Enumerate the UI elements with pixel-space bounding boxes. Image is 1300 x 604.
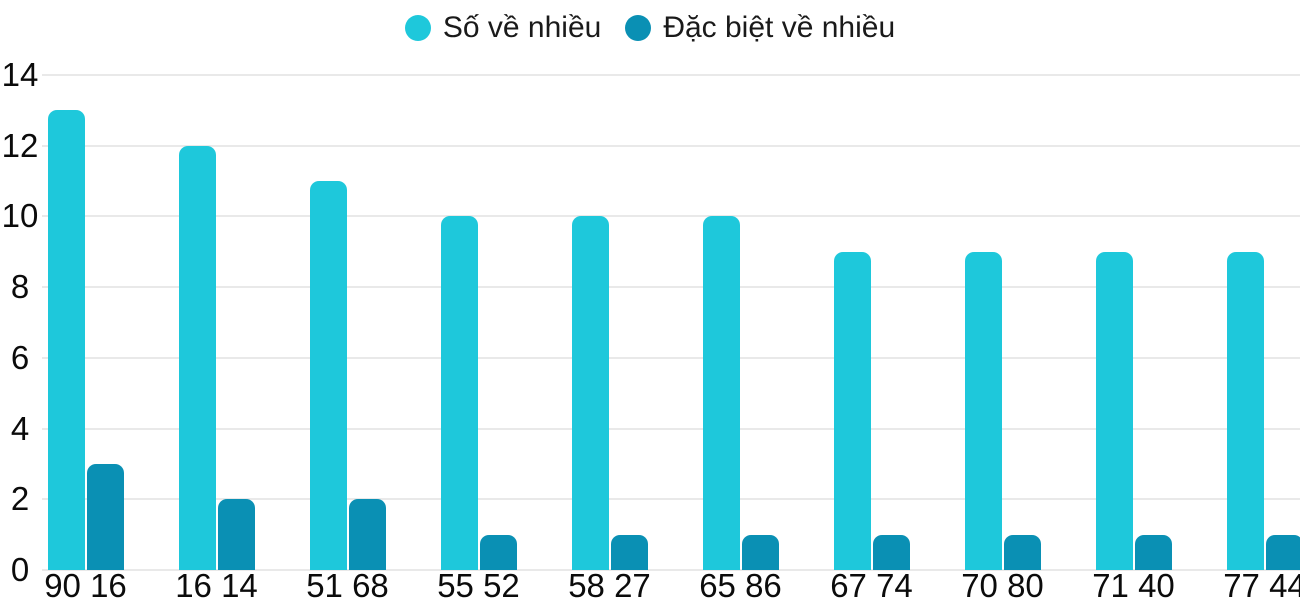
gridline-6 [42, 357, 1300, 359]
y-axis-tick-8: 8 [10, 268, 30, 305]
legend-item-series-1[interactable]: Đặc biệt về nhiều [625, 10, 895, 46]
y-axis-tick-6: 6 [10, 339, 30, 376]
bar-series-1-group-2 [349, 499, 386, 570]
bar-series-0-group-0 [48, 110, 85, 570]
bar-series-0-group-1 [179, 146, 216, 570]
gridline-8 [42, 286, 1300, 288]
x-axis-category-1: 16 14 [175, 567, 258, 604]
y-axis-tick-14: 14 [1, 56, 39, 93]
x-axis-category-8: 71 40 [1092, 567, 1175, 604]
gridline-12 [42, 145, 1300, 147]
x-axis-category-4: 58 27 [568, 567, 651, 604]
x-axis-category-0: 90 16 [44, 567, 127, 604]
gridline-14 [42, 74, 1300, 76]
bar-series-0-group-7 [965, 252, 1002, 570]
gridline-10 [42, 215, 1300, 217]
gridline-4 [42, 428, 1300, 430]
bar-series-1-group-7 [1004, 535, 1041, 570]
bar-series-1-group-9 [1266, 535, 1300, 570]
bar-series-1-group-0 [87, 464, 124, 570]
legend-dot-icon [404, 15, 431, 41]
y-axis-tick-12: 12 [1, 127, 39, 164]
x-axis-category-6: 67 74 [830, 567, 913, 604]
bar-series-0-group-2 [310, 181, 347, 570]
legend-label: Đặc biệt về nhiều [663, 11, 896, 44]
y-axis-tick-2: 2 [10, 480, 30, 517]
y-axis-tick-0: 0 [10, 551, 30, 588]
bar-series-1-group-5 [742, 535, 779, 570]
y-axis-tick-10: 10 [1, 197, 39, 234]
bar-series-1-group-6 [873, 535, 910, 570]
x-axis-category-7: 70 80 [961, 567, 1044, 604]
gridline-2 [42, 498, 1300, 500]
gridline-0 [42, 569, 1300, 571]
bar-series-1-group-4 [611, 535, 648, 570]
bar-series-0-group-6 [834, 252, 871, 570]
legend-dot-icon [625, 15, 652, 41]
x-axis-category-9: 77 44 [1223, 567, 1300, 604]
bar-series-0-group-3 [441, 216, 478, 570]
bar-series-1-group-1 [218, 499, 255, 570]
bar-series-0-group-8 [1096, 252, 1133, 570]
legend-item-series-0[interactable]: Số về nhiều [404, 10, 602, 46]
chart-legend: Số về nhiều Đặc biệt về nhiều [0, 10, 1300, 46]
bar-series-0-group-4 [572, 216, 609, 570]
legend-label: Số về nhiều [442, 11, 602, 44]
x-axis-category-2: 51 68 [306, 567, 389, 604]
x-axis-category-5: 65 86 [699, 567, 782, 604]
y-axis-tick-4: 4 [10, 410, 30, 447]
bar-series-1-group-3 [480, 535, 517, 570]
x-axis-category-3: 55 52 [437, 567, 520, 604]
bar-series-0-group-5 [703, 216, 740, 570]
bar-series-0-group-9 [1227, 252, 1264, 570]
bar-series-1-group-8 [1135, 535, 1172, 570]
